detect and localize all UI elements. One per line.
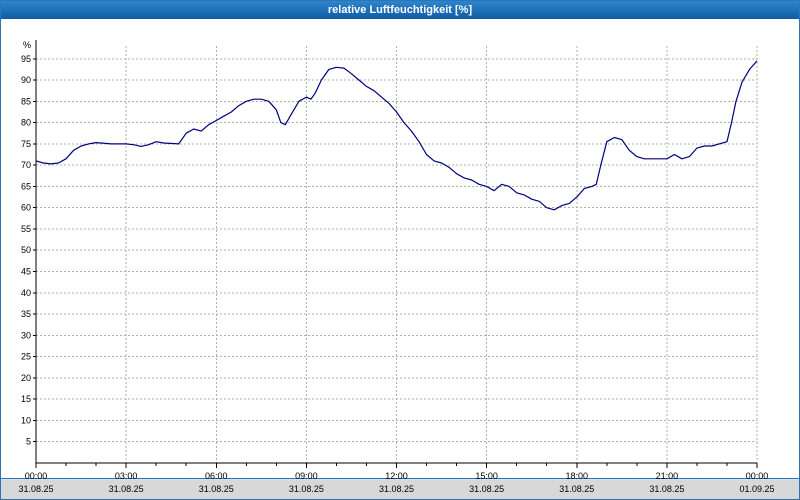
chart-title: relative Luftfeuchtigkeit [%] (327, 4, 473, 16)
svg-text:55: 55 (21, 224, 31, 234)
svg-text:15: 15 (21, 394, 31, 404)
svg-text:60: 60 (21, 203, 31, 213)
x-axis-date-label: 01.09.25 (739, 484, 775, 494)
humidity-line-chart: 5 10 15 20 25 30 35 40 45 50 55 60 65 70 75 80 85 90 95% 00… (21, 40, 769, 481)
svg-text:00:00: 00:00 (746, 471, 769, 479)
x-axis-date-label: 31.08.25 (18, 484, 54, 494)
title-bar: relative Luftfeuchtigkeit [%] (1, 1, 799, 19)
svg-text:45: 45 (21, 267, 31, 277)
svg-text:80: 80 (21, 118, 31, 128)
svg-text:00:00: 00:00 (25, 471, 48, 479)
x-axis-date-label: 31.08.25 (559, 484, 595, 494)
x-axis-date-label: 31.08.25 (288, 484, 324, 494)
svg-text:15:00: 15:00 (475, 471, 498, 479)
svg-text:65: 65 (21, 181, 31, 191)
svg-text:50: 50 (21, 245, 31, 255)
svg-text:30: 30 (21, 330, 31, 340)
date-axis-strip: 31.08.25 31.08.25 31.08.25 31.08.25 31.08.25… (1, 480, 799, 499)
x-axis-date-label: 31.08.25 (469, 484, 505, 494)
svg-text:5: 5 (26, 437, 31, 447)
x-axis-date-label: 31.08.25 (198, 484, 234, 494)
svg-text:21:00: 21:00 (656, 471, 679, 479)
svg-text:40: 40 (21, 288, 31, 298)
svg-text:75: 75 (21, 139, 31, 149)
svg-text:06:00: 06:00 (205, 471, 228, 479)
svg-text:35: 35 (21, 309, 31, 319)
chart-panel: 5 10 15 20 25 30 35 40 45 50 55 60 65 70 75 80 85 90 95% 00… (1, 19, 799, 481)
svg-text:10: 10 (21, 415, 31, 425)
svg-text:18:00: 18:00 (565, 471, 588, 479)
x-axis-date-label: 31.08.25 (378, 484, 415, 494)
svg-text:95: 95 (21, 54, 31, 64)
svg-text:20: 20 (21, 373, 31, 383)
x-axis-date-label: 31.08.25 (108, 484, 144, 494)
svg-text:09:00: 09:00 (295, 471, 318, 479)
svg-text:90: 90 (21, 75, 31, 85)
x-axis-date-label: 31.08.25 (649, 484, 685, 494)
svg-text:25: 25 (21, 352, 31, 362)
svg-text:%: % (23, 40, 31, 50)
svg-text:70: 70 (21, 160, 31, 170)
svg-text:12:00: 12:00 (385, 471, 408, 479)
svg-text:03:00: 03:00 (115, 471, 138, 479)
svg-text:85: 85 (21, 96, 31, 106)
